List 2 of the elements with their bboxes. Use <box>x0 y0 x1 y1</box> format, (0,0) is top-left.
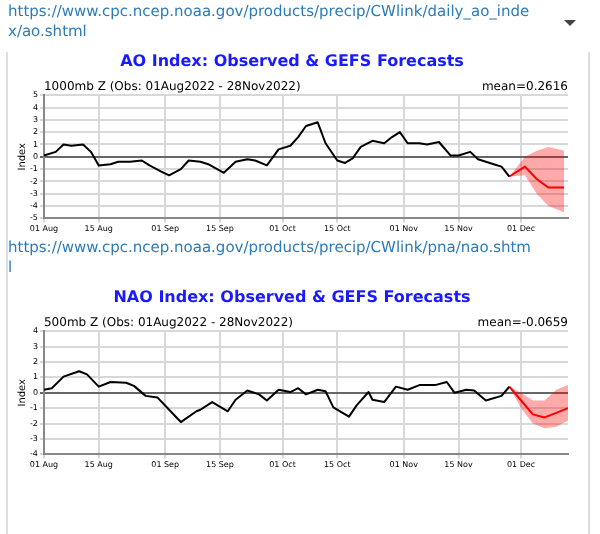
chart-title: NAO Index: Observed & GEFS Forecasts <box>113 287 472 306</box>
chart-title: AO Index: Observed & GEFS Forecasts <box>120 51 465 70</box>
